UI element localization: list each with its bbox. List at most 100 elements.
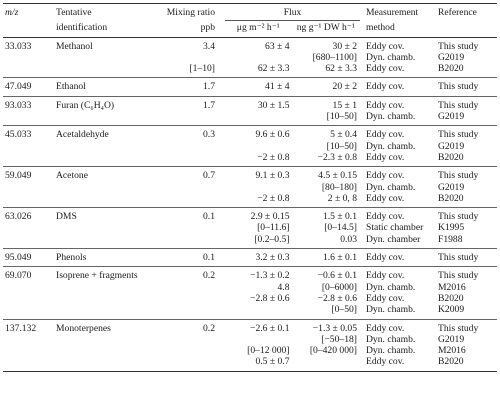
cell-compound <box>54 282 156 293</box>
flux-comparison-table: m/z Tentative Mixing ratio Flux Measurem… <box>3 2 497 372</box>
cell-mz: 45.033 <box>5 129 32 141</box>
cell-method: Eddy cov. <box>366 40 405 52</box>
cell-mz: 33.033 <box>5 40 32 52</box>
cell-reference: M2016 <box>438 281 466 293</box>
cell-mz <box>3 282 54 293</box>
cell-mz: 47.049 <box>5 81 32 93</box>
cell-flux-mass: 1.6 ± 0.1 <box>322 252 357 264</box>
cell-flux-mass: 5 ± 0.4 <box>330 129 357 141</box>
header-ppb: ppb <box>200 21 215 33</box>
cell-mz: 137.132 <box>5 322 37 334</box>
cell-flux-area: 9.1 ± 0.3 <box>255 170 290 182</box>
cell-reference: G2019 <box>438 181 465 193</box>
cell-mz <box>3 304 54 319</box>
cell-method: Eddy cov. <box>366 356 405 368</box>
header-flux-unit-mass: ng g⁻¹ DW h⁻¹ <box>296 22 355 34</box>
cell-mz <box>3 193 54 208</box>
cell-flux-area <box>225 304 293 319</box>
group-acetone: 59.049 Acetone 0.7 9.1 ± 0.3 4.5 ± 0.15 Eddy … <box>3 167 497 208</box>
cell-method: Dyn. chamb. <box>366 140 416 152</box>
cell-reference: M2016 <box>438 345 466 357</box>
cell-reference: K2009 <box>438 304 465 316</box>
cell-method: Dyn. chamb. <box>366 304 416 316</box>
cell-method: Eddy cov. <box>366 63 405 75</box>
cell-reference: K1995 <box>438 222 465 234</box>
cell-flux-area: −2 ± 0.8 <box>257 192 290 204</box>
cell-method: Dyn. chamb. <box>366 333 416 345</box>
cell-method: Eddy cov. <box>366 151 405 163</box>
cell-compound: DMS <box>56 211 77 223</box>
cell-method: Dyn. chamb. <box>366 51 416 63</box>
cell-compound: Isoprene + fragments <box>56 270 138 282</box>
cell-flux-area: 62 ± 3.3 <box>257 63 290 75</box>
cell-compound <box>54 63 156 78</box>
cell-flux-area: −1.3 ± 0.2 <box>250 270 290 282</box>
cell-compound: Furan (C₆H₄O) <box>56 99 115 111</box>
header-mz: m/z <box>3 2 54 21</box>
table-row: −2 ± 0.8 −2.3 ± 0.8 Eddy cov. B2020 <box>3 152 497 167</box>
cell-flux-area <box>225 182 293 193</box>
cell-flux-area <box>225 52 293 63</box>
cell-mixing-ratio <box>156 282 225 293</box>
group-methanol: 33.033 Methanol 3.4 63 ± 4 30 ± 2 Eddy cov. Th… <box>3 37 497 78</box>
cell-mz <box>3 293 54 304</box>
cell-compound <box>54 52 156 63</box>
cell-flux-mass: 4.5 ± 0.15 <box>318 170 357 182</box>
cell-reference: This study <box>438 81 479 93</box>
table-row: −2.8 ± 0.6 −2.8 ± 0.6 Eddy cov. B2020 <box>3 293 497 304</box>
table-row: [680–1100] Dyn. chamb. G2019 <box>3 52 497 63</box>
cell-compound: Ethanol <box>56 81 86 93</box>
cell-compound <box>54 334 156 345</box>
cell-mz: 63.026 <box>5 211 32 223</box>
table-row: −2 ± 0.8 2 ± 0, 8 Eddy cov. B2020 <box>3 193 497 208</box>
cell-method: Eddy cov. <box>366 99 405 111</box>
cell-flux-mass: [680–1100] <box>312 51 357 63</box>
header-flux-unit-area: μg m⁻² h⁻¹ <box>236 22 280 34</box>
cell-reference: This study <box>438 170 479 182</box>
table-row: 59.049 Acetone 0.7 9.1 ± 0.3 4.5 ± 0.15 Eddy … <box>3 167 497 182</box>
cell-mixing-ratio: 0.3 <box>203 129 215 141</box>
cell-flux-area: −2.6 ± 0.1 <box>250 322 290 334</box>
cell-method: Dyn. chamb. <box>366 345 416 357</box>
cell-compound <box>54 141 156 152</box>
flux-comparison-table-container: m/z Tentative Mixing ratio Flux Measurem… <box>3 2 497 372</box>
cell-flux-area: 41 ± 4 <box>265 81 290 93</box>
cell-mz <box>3 345 54 356</box>
table-row: 33.033 Methanol 3.4 63 ± 4 30 ± 2 Eddy cov. Th… <box>3 37 497 52</box>
cell-compound <box>54 293 156 304</box>
cell-reference: This study <box>438 40 479 52</box>
cell-reference: B2020 <box>438 63 464 75</box>
cell-method: Eddy cov. <box>366 252 405 264</box>
header-flux: Flux <box>225 2 360 22</box>
cell-flux-area: −2.8 ± 0.6 <box>250 292 290 304</box>
cell-flux-mass: 62 ± 3.3 <box>325 63 357 75</box>
cell-method: Eddy cov. <box>366 211 405 223</box>
cell-mz <box>3 356 54 371</box>
cell-mz <box>3 52 54 63</box>
cell-method: Dyn. chamb. <box>366 281 416 293</box>
cell-reference: G2019 <box>438 51 465 63</box>
cell-mixing-ratio <box>156 345 225 356</box>
cell-mixing-ratio: 0.1 <box>203 211 215 223</box>
cell-mz <box>3 182 54 193</box>
table-row: 69.070 Isoprene + fragments 0.2 −1.3 ± 0.2 −… <box>3 267 497 282</box>
cell-mz: 93.033 <box>5 99 32 111</box>
table-row: [10–50] Dyn. chamb. G2019 <box>3 141 497 152</box>
table-row: 95.049 Phenols 0.1 3.2 ± 0.3 1.6 ± 0.1 Eddy c… <box>3 249 497 267</box>
cell-method: Eddy cov. <box>366 270 405 282</box>
table-row: [0.2–0.5] 0.03 Dyn. chamber F1988 <box>3 234 497 249</box>
group-ethanol: 47.049 Ethanol 1.7 41 ± 4 20 ± 2 Eddy cov. Thi… <box>3 78 497 97</box>
cell-mixing-ratio <box>156 293 225 304</box>
cell-mixing-ratio: 0.2 <box>203 322 215 334</box>
cell-flux-mass: [0–420 000] <box>309 345 357 357</box>
cell-flux-mass: [0–50] <box>331 304 357 316</box>
cell-flux-mass: 15 ± 1 <box>332 99 357 111</box>
cell-flux-mass: −2.8 ± 0.6 <box>317 292 357 304</box>
cell-method: Eddy cov. <box>366 81 405 93</box>
cell-compound <box>54 111 156 126</box>
cell-mz <box>3 111 54 126</box>
cell-mz <box>3 222 54 233</box>
cell-flux-mass: 30 ± 2 <box>332 40 357 52</box>
table-row: [0–12 000] [0–420 000] Dyn. chamb. M2016 <box>3 345 497 356</box>
cell-compound <box>54 193 156 208</box>
